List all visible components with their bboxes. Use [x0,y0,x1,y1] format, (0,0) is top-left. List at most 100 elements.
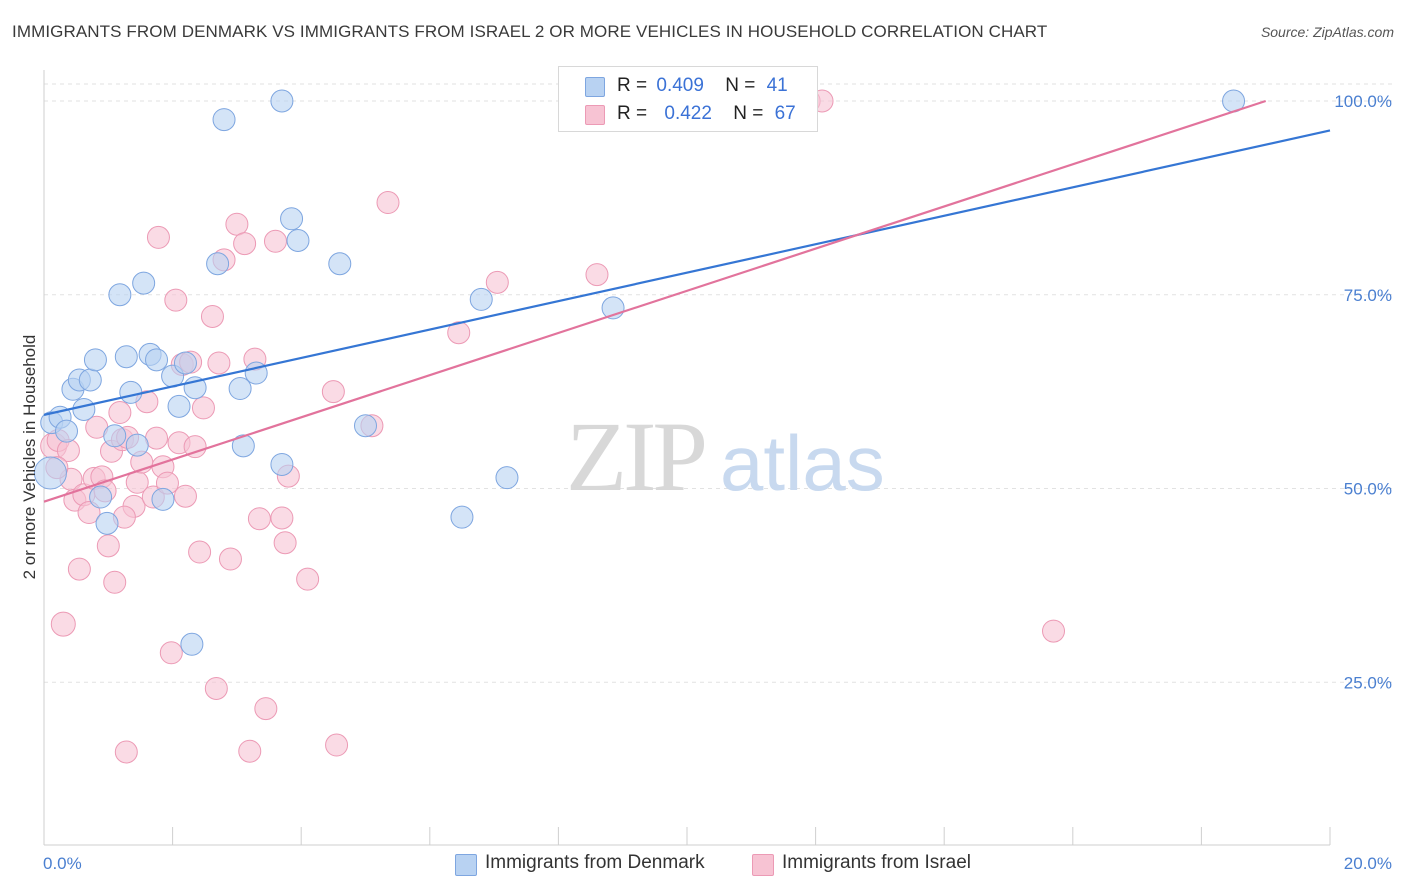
israel-point [273,531,297,555]
correlation-legend: R = 0.409 N = 41 R = 0.422 N = 67 [558,66,818,132]
israel-point [233,232,257,256]
israel-point [204,676,228,700]
denmark-stats: R = 0.409 N = 41 [617,75,788,97]
israel-point [164,288,188,312]
israel-point [485,270,509,294]
source-label: Source: ZipAtlas.com [1260,24,1394,40]
israel-r-value: 0.422 [664,103,712,124]
axes [43,70,1331,846]
denmark-point [450,505,474,529]
israel-point [183,435,207,459]
israel-point [1042,619,1066,643]
denmark-point [78,368,102,392]
y-tick-label: 50.0% [1344,480,1392,499]
y-tick-label: 75.0% [1344,286,1392,305]
israel-point [96,534,120,558]
israel-point [146,225,170,249]
israel-point [270,506,294,530]
denmark-point [145,348,169,372]
bottom-israel-swatch [752,854,774,876]
denmark-trend-line [43,129,1331,416]
denmark-point [286,229,310,252]
denmark-r-label: R = [617,75,648,96]
denmark-point [270,452,294,476]
israel-point [103,570,127,594]
israel-point [200,304,224,328]
denmark-point [495,466,519,490]
denmark-point [180,632,204,656]
israel-point [50,611,76,637]
denmark-points [33,89,1246,656]
denmark-r-value: 0.409 [656,75,704,96]
israel-point [67,557,91,581]
bottom-denmark-swatch [455,854,477,876]
bottom-israel-label: Immigrants from Israel [782,852,971,873]
israel-point [159,641,183,665]
y-tick-labels: 25.0% 50.0% 75.0% 100.0% [1334,92,1392,692]
chart-title: IMMIGRANTS FROM DENMARK VS IMMIGRANTS FR… [12,22,1048,41]
denmark-point [108,283,132,307]
denmark-point [228,377,252,401]
denmark-point [151,487,175,511]
denmark-n-label: N = [725,75,756,96]
israel-stats: R = 0.422 N = 67 [617,103,796,125]
israel-point [114,740,138,764]
israel-point [325,733,349,757]
denmark-point [119,380,143,404]
israel-swatch [585,105,605,125]
denmark-point [231,434,255,458]
denmark-point [114,345,138,369]
israel-trend-line [43,99,1267,503]
israel-point [321,380,345,404]
israel-point [218,547,242,571]
x-tick-min: 0.0% [43,854,82,873]
israel-point [254,697,278,721]
denmark-point [354,414,377,438]
israel-point [447,321,471,345]
watermark-zip: ZIP [566,401,704,512]
denmark-swatch [585,77,605,97]
denmark-point [212,108,236,132]
israel-n-value: 67 [774,103,796,124]
y-tick-label: 25.0% [1344,673,1392,692]
y-axis-label: 2 or more Vehicles in Household [20,335,39,580]
israel-r-label: R = [617,103,648,124]
israel-point [225,212,249,236]
y-tick-label: 100.0% [1334,92,1392,111]
israel-point [188,540,212,564]
denmark-point [328,252,352,276]
denmark-point [33,456,67,490]
denmark-point [280,207,304,231]
denmark-point [206,252,230,276]
denmark-point [270,89,294,113]
denmark-point [132,271,156,295]
watermark: ZIP atlas [566,401,885,512]
denmark-point [89,485,113,509]
israel-point [108,401,132,425]
israel-point [376,191,400,215]
israel-point [207,351,231,375]
israel-point [191,396,215,420]
denmark-point [103,424,127,448]
israel-points [40,89,1066,764]
denmark-point [173,351,197,375]
bottom-denmark-label: Immigrants from Denmark [485,852,705,873]
israel-point [296,567,320,591]
israel-point [585,263,609,287]
israel-n-label: N = [733,103,764,124]
denmark-point [83,348,107,372]
watermark-atlas: atlas [720,419,885,507]
denmark-point [469,287,493,311]
israel-point [263,229,287,253]
denmark-n-value: 41 [766,75,788,96]
denmark-point [55,419,79,443]
israel-point [173,484,197,508]
x-tick-max: 20.0% [1344,854,1392,873]
denmark-point [72,397,96,421]
denmark-point [125,433,149,457]
israel-point [238,739,262,763]
denmark-point [95,511,119,535]
trend-lines [43,99,1331,503]
israel-point [247,507,271,531]
